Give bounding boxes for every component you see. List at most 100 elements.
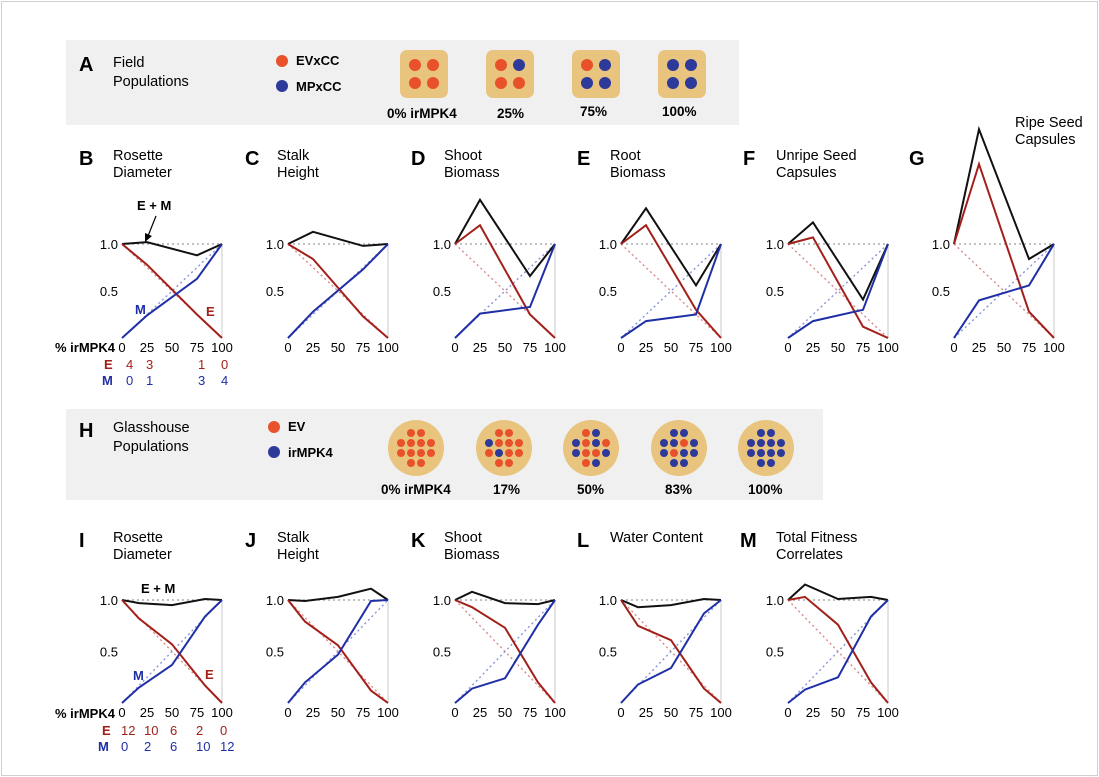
x-tick-label: 25 xyxy=(806,705,820,720)
plant-dot xyxy=(757,439,765,447)
count-m-value: 2 xyxy=(144,739,152,754)
series-line-EM xyxy=(121,597,223,607)
plant-dot xyxy=(407,459,415,467)
x-tick-label: 75 xyxy=(856,705,870,720)
expected-m-line xyxy=(287,599,389,704)
y-tick-label: 1.0 xyxy=(100,237,118,252)
x-tick-label: 25 xyxy=(306,705,320,720)
x-tick-label: 75 xyxy=(856,340,870,355)
series-line-M xyxy=(620,243,722,339)
chart-D: 0 25 50 75 100 1.0 0.5 xyxy=(433,197,566,355)
plant-dot xyxy=(513,77,525,89)
count-m-value: 12 xyxy=(220,739,235,754)
panel-h-title-line2: Populations xyxy=(113,439,189,455)
field-pot-label-100: 100% xyxy=(662,104,697,119)
glass-pot-label-0: 0% irMPK4 xyxy=(381,482,451,497)
x-tick-label: 100 xyxy=(377,705,399,720)
panel-j-letter: J xyxy=(245,530,257,552)
annotation-combined: E + M xyxy=(137,198,171,213)
panel-b-letter: B xyxy=(79,148,94,170)
x-tick-label: 0 xyxy=(118,340,125,355)
x-tick-label: 0 xyxy=(784,705,791,720)
plant-dot xyxy=(581,59,593,71)
glass-pot-0 xyxy=(388,420,444,476)
x-tick-label: 100 xyxy=(877,340,899,355)
plant-dot xyxy=(690,439,698,447)
plant-dot xyxy=(599,77,611,89)
x-tick-label: 25 xyxy=(473,705,487,720)
plant-dot xyxy=(757,449,765,457)
x-tick-label: 50 xyxy=(331,340,345,355)
plant-dot xyxy=(592,429,600,437)
plant-dot xyxy=(397,449,405,457)
panel-c-letter: C xyxy=(245,148,260,170)
count-e-value: 4 xyxy=(126,357,134,372)
glass-pot-label-100: 100% xyxy=(748,482,783,497)
plant-dot xyxy=(690,449,698,457)
panel-m-title: Total Fitness Correlates xyxy=(776,530,858,563)
plant-dot xyxy=(417,439,425,447)
y-tick-label: 0.5 xyxy=(599,645,617,660)
panel-d-title: Shoot Biomass xyxy=(444,148,500,181)
count-m-value: 10 xyxy=(196,739,211,754)
x-tick-label: 100 xyxy=(544,340,566,355)
plant-dot xyxy=(757,429,765,437)
series-line-M xyxy=(454,243,556,339)
panel-j-title: Stalk Height xyxy=(277,530,319,563)
panel-h-letter: H xyxy=(79,420,94,442)
plant-dot xyxy=(747,439,755,447)
x-tick-label: 0 xyxy=(284,705,291,720)
plant-dot xyxy=(602,439,610,447)
chart-E: 0 25 50 75 100 1.0 0.5 xyxy=(599,206,732,355)
series-line-EM xyxy=(454,197,556,278)
legend-mpxcc-label: MPxCC xyxy=(296,79,342,94)
annotation-combined: E + M xyxy=(141,581,175,596)
field-pot-100 xyxy=(658,50,706,98)
x-tick-label: 0 xyxy=(118,705,125,720)
plant-dot xyxy=(667,59,679,71)
plant-dot xyxy=(572,449,580,457)
annotation-arrow xyxy=(147,215,157,237)
x-tick-label: 0 xyxy=(451,705,458,720)
x-tick-label: 50 xyxy=(664,705,678,720)
panel-k-title: Shoot Biomass xyxy=(444,530,500,563)
expected-m-line xyxy=(620,599,722,704)
field-pot-0 xyxy=(400,50,448,98)
plant-dot xyxy=(592,449,600,457)
plant-dot xyxy=(767,459,775,467)
plant-dot xyxy=(427,449,435,457)
chart-F: 0 25 50 75 100 1.0 0.5 xyxy=(766,220,899,355)
series-line-M xyxy=(620,599,722,704)
glass-pot-17 xyxy=(476,420,532,476)
y-tick-label: 0.5 xyxy=(100,645,118,660)
x-tick-label: 25 xyxy=(639,705,653,720)
plant-dot xyxy=(592,459,600,467)
series-line-E xyxy=(121,599,223,704)
count-e-value: 10 xyxy=(144,723,159,738)
count-e-value: 12 xyxy=(121,723,136,738)
x-tick-label: 0 xyxy=(451,340,458,355)
expected-m-line xyxy=(787,599,889,704)
panel-b-title: Rosette Diameter xyxy=(113,148,172,181)
x-tick-label: 25 xyxy=(806,340,820,355)
x-tick-label: 100 xyxy=(710,340,732,355)
plant-dot xyxy=(767,439,775,447)
x-tick-label: 75 xyxy=(190,705,204,720)
series-line-E xyxy=(620,223,722,339)
y-tick-label: 0.5 xyxy=(766,645,784,660)
x-tick-label: 75 xyxy=(190,340,204,355)
plant-dot xyxy=(427,59,439,71)
chart-L: 0 25 50 75 100 1.0 0.5 xyxy=(599,593,732,720)
glass-pot-100 xyxy=(738,420,794,476)
y-tick-label: 1.0 xyxy=(100,593,118,608)
field-pot-label-75: 75% xyxy=(580,104,608,119)
y-tick-label: 0.5 xyxy=(266,284,284,299)
series-line-M xyxy=(787,243,889,339)
plant-dot xyxy=(407,429,415,437)
x-tick-label: 100 xyxy=(1043,340,1065,355)
count-e-label: E xyxy=(104,357,113,372)
series-line-E xyxy=(121,243,223,339)
x-tick-label: 75 xyxy=(356,340,370,355)
x-tick-label: 100 xyxy=(211,705,233,720)
